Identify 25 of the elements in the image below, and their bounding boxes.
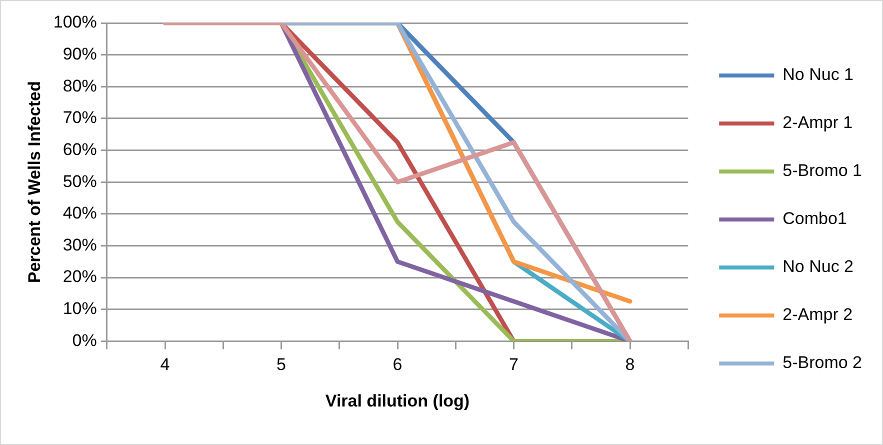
x-tick-label: 4 [160,355,170,374]
y-tick-label: 40% [62,204,97,223]
y-tick-label: 50% [62,172,97,191]
y-tick-label: 60% [62,140,97,159]
y-tick-label: 90% [62,44,97,64]
x-tick-label: 6 [392,355,402,374]
y-tick-label: 100% [53,12,97,32]
x-tick-label: 5 [276,355,286,374]
legend-label: 5-Bromo 1 [782,161,862,180]
x-tick-label: 8 [625,355,635,374]
x-tick-label: 7 [509,355,518,374]
x-axis-title: Viral dilution (log) [325,391,470,410]
y-axis-title: Percent of Wells Infected [24,81,44,284]
legend-label: 5-Bromo 2 [782,353,862,372]
y-tick-label: 0% [72,330,97,350]
y-tick-label: 10% [62,299,97,318]
y-tick-label: 80% [62,76,97,96]
legend-label: No Nuc 2 [782,257,854,276]
legend-label: No Nuc 1 [782,65,854,84]
y-tick-label: 20% [62,267,97,286]
legend-label: Combo1 [782,209,847,228]
legend-label: 2-Ampr 1 [782,113,853,132]
y-tick-label: 70% [62,108,97,128]
legend-label: 2-Ampr 2 [782,305,853,324]
y-tick-label: 30% [62,235,97,254]
